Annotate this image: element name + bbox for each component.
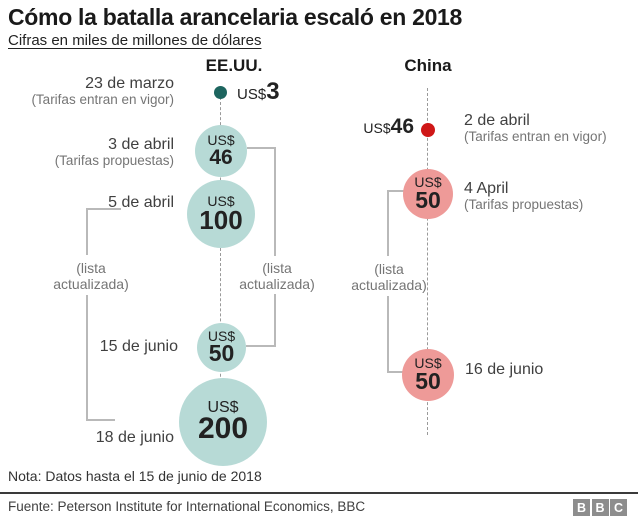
china-bubble-50-junio: US$ 50 — [402, 349, 454, 401]
event-date: 3 de abril — [108, 136, 174, 153]
us-left-bracket-lower — [86, 295, 88, 421]
column-header-us: EE.UU. — [205, 56, 263, 75]
currency-label: US$ — [207, 132, 235, 149]
us-event-1-label: 23 de marzo (Tarifas entran en vigor) — [0, 75, 174, 107]
event-date: 18 de junio — [95, 429, 174, 446]
us-event-2-label: 3 de abril (Tarifas propuestas) — [0, 136, 174, 168]
source-credit: Fuente: Peterson Institute for Internati… — [8, 499, 366, 514]
value-label: 46 — [209, 145, 233, 169]
event-date: 4 April — [464, 180, 509, 197]
china-lista-label: (lista actualizada) — [339, 261, 439, 293]
us-left-bracket-top — [86, 208, 121, 210]
china-dot-marker — [421, 123, 435, 137]
bbc-logo-letter: B — [573, 499, 590, 516]
event-caption: (Tarifas entran en vigor) — [464, 129, 607, 144]
us-bubble-50: US$ 50 — [197, 323, 246, 372]
footer-divider — [0, 492, 638, 494]
lista-line1: (lista — [374, 261, 404, 277]
bbc-logo-letter: C — [610, 499, 627, 516]
page-subtitle: Cifras en miles de millones de dólares — [8, 32, 262, 49]
value-label: 3 — [266, 78, 280, 105]
value-label: 200 — [197, 412, 249, 446]
us-right-bracket-upper — [274, 147, 276, 256]
currency-label: US$ — [207, 193, 235, 209]
currency-label: US$ — [363, 120, 391, 136]
bbc-logo-letter: B — [591, 499, 609, 516]
china-timeline-axis — [427, 88, 428, 435]
value-label: 50 — [415, 367, 441, 394]
china-dot-value: US$46 — [340, 115, 414, 139]
us-right-bracket-lower — [274, 294, 276, 347]
us-event-3-label: 5 de abril — [0, 194, 174, 211]
us-event-5-label: 18 de junio — [0, 429, 174, 446]
lista-line1: (lista — [262, 260, 292, 276]
event-caption: (Tarifas propuestas) — [54, 153, 174, 168]
lista-line2: actualizada) — [53, 276, 129, 292]
lista-line1: (lista — [76, 260, 106, 276]
bbc-logo: B B C — [573, 499, 627, 516]
footnote: Nota: Datos hasta el 15 de junio de 2018 — [8, 468, 262, 484]
value-label: 50 — [415, 186, 441, 213]
us-dot-value: US$ 3 — [237, 78, 280, 106]
event-date: 2 de abril — [464, 112, 530, 129]
currency-label: US$ — [414, 355, 442, 372]
currency-label: US$ — [414, 174, 442, 191]
event-date: 5 de abril — [108, 194, 174, 211]
us-left-bracket-bottom — [86, 419, 115, 421]
lista-line2: actualizada) — [239, 276, 315, 292]
currency-label: US$ — [237, 86, 267, 103]
value-label: 50 — [208, 340, 235, 367]
us-dot-marker — [214, 86, 227, 99]
lista-line2: actualizada) — [351, 277, 427, 293]
china-bracket-upper — [387, 190, 389, 256]
us-bubble-100: US$ 100 — [187, 180, 255, 248]
value-label: 100 — [199, 205, 243, 236]
china-bracket-lower — [387, 296, 389, 373]
value-label: 46 — [390, 115, 414, 138]
us-right-lista-label: (lista actualizada) — [227, 260, 327, 292]
page-title: Cómo la batalla arancelaria escaló en 20… — [8, 4, 463, 30]
event-date: 16 de junio — [465, 361, 544, 378]
currency-label: US$ — [207, 399, 239, 417]
us-event-4-label: 15 de junio — [0, 338, 178, 355]
china-bracket-bottom — [387, 371, 404, 373]
event-caption: (Tarifas propuestas) — [464, 197, 584, 212]
currency-label: US$ — [207, 327, 236, 344]
china-event-3-label: 16 de junio — [465, 361, 543, 378]
china-event-1-label: 2 de abril (Tarifas entran en vigor) — [464, 112, 607, 144]
column-header-china: China — [404, 56, 452, 75]
event-date: 15 de junio — [99, 338, 178, 355]
china-bubble-50-april: US$ 50 — [403, 169, 453, 219]
us-timeline-axis — [220, 97, 221, 422]
china-bracket-top — [387, 190, 405, 192]
us-left-lista-label: (lista actualizada) — [41, 260, 141, 292]
china-event-2-label: 4 April (Tarifas propuestas) — [464, 180, 583, 212]
event-caption: (Tarifas entran en vigor) — [31, 92, 174, 107]
us-bubble-46: US$ 46 — [195, 125, 247, 177]
us-right-bracket-bottom — [246, 345, 276, 347]
event-date: 23 de marzo — [85, 75, 174, 92]
us-bubble-200: US$ 200 — [179, 378, 267, 466]
us-right-bracket-top — [247, 147, 276, 149]
us-left-bracket-upper — [86, 208, 88, 255]
